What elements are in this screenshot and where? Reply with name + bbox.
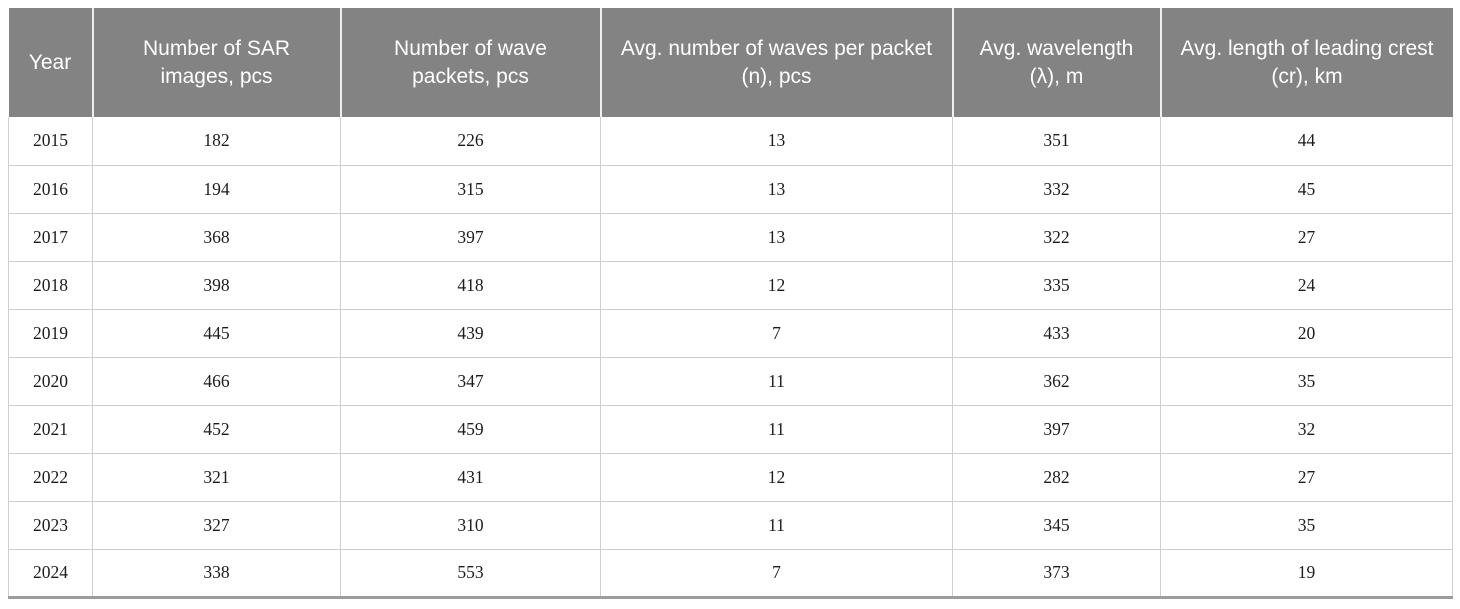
table-row: 2019 445 439 7 433 20 (8, 308, 1453, 358)
cell-wavelength: 362 (952, 356, 1161, 406)
cell-leading-crest: 24 (1160, 260, 1453, 310)
header-cell-year: Year (8, 8, 93, 117)
cell-wavelength: 373 (952, 548, 1161, 598)
cell-wave-packets: 397 (340, 212, 601, 262)
cell-year: 2021 (8, 404, 93, 454)
cell-leading-crest: 45 (1160, 164, 1453, 214)
cell-wavelength: 335 (952, 260, 1161, 310)
sar-wave-statistics-table: Year Number of SAR images, pcs Number of… (8, 8, 1453, 599)
cell-wave-packets: 315 (340, 164, 601, 214)
cell-sar-images: 321 (92, 452, 341, 502)
cell-waves-per-packet: 13 (600, 212, 953, 262)
table-row: 2024 338 553 7 373 19 (8, 548, 1453, 598)
cell-year: 2024 (8, 548, 93, 598)
cell-leading-crest: 19 (1160, 548, 1453, 598)
cell-year: 2016 (8, 164, 93, 214)
cell-wave-packets: 459 (340, 404, 601, 454)
cell-sar-images: 368 (92, 212, 341, 262)
cell-sar-images: 452 (92, 404, 341, 454)
cell-year: 2019 (8, 308, 93, 358)
cell-wavelength: 433 (952, 308, 1161, 358)
header-cell-leading-crest: Avg. length of leading crest (cr), km (1159, 8, 1453, 117)
cell-sar-images: 327 (92, 500, 341, 550)
cell-sar-images: 466 (92, 356, 341, 406)
cell-wavelength: 282 (952, 452, 1161, 502)
cell-leading-crest: 32 (1160, 404, 1453, 454)
cell-year: 2017 (8, 212, 93, 262)
cell-sar-images: 338 (92, 548, 341, 598)
cell-wavelength: 397 (952, 404, 1161, 454)
cell-wave-packets: 310 (340, 500, 601, 550)
cell-wavelength: 332 (952, 164, 1161, 214)
table-row: 2021 452 459 11 397 32 (8, 404, 1453, 454)
header-cell-wave-packets: Number of wave packets, pcs (339, 8, 601, 117)
cell-year: 2022 (8, 452, 93, 502)
cell-sar-images: 194 (92, 164, 341, 214)
cell-wavelength: 351 (952, 117, 1161, 166)
table-header: Year Number of SAR images, pcs Number of… (8, 8, 1453, 117)
table-body: 2015 182 226 13 351 44 2016 194 315 13 3… (8, 117, 1453, 598)
cell-wave-packets: 439 (340, 308, 601, 358)
cell-leading-crest: 27 (1160, 212, 1453, 262)
header-cell-sar-images: Number of SAR images, pcs (91, 8, 341, 117)
table-row: 2023 327 310 11 345 35 (8, 500, 1453, 550)
cell-leading-crest: 20 (1160, 308, 1453, 358)
table-row: 2018 398 418 12 335 24 (8, 260, 1453, 310)
table-row: 2015 182 226 13 351 44 (8, 117, 1453, 166)
cell-year: 2020 (8, 356, 93, 406)
table-row: 2022 321 431 12 282 27 (8, 452, 1453, 502)
header-cell-wavelength: Avg. wavelength (λ), m (951, 8, 1161, 117)
cell-leading-crest: 35 (1160, 356, 1453, 406)
cell-year: 2023 (8, 500, 93, 550)
cell-waves-per-packet: 12 (600, 260, 953, 310)
cell-leading-crest: 35 (1160, 500, 1453, 550)
cell-wave-packets: 553 (340, 548, 601, 598)
cell-wavelength: 322 (952, 212, 1161, 262)
table-row: 2020 466 347 11 362 35 (8, 356, 1453, 406)
cell-waves-per-packet: 13 (600, 117, 953, 166)
cell-waves-per-packet: 7 (600, 308, 953, 358)
cell-sar-images: 445 (92, 308, 341, 358)
cell-waves-per-packet: 11 (600, 500, 953, 550)
table-row: 2017 368 397 13 322 27 (8, 212, 1453, 262)
cell-waves-per-packet: 12 (600, 452, 953, 502)
cell-waves-per-packet: 11 (600, 404, 953, 454)
cell-wave-packets: 347 (340, 356, 601, 406)
cell-leading-crest: 44 (1160, 117, 1453, 166)
cell-waves-per-packet: 13 (600, 164, 953, 214)
cell-year: 2018 (8, 260, 93, 310)
cell-leading-crest: 27 (1160, 452, 1453, 502)
cell-sar-images: 398 (92, 260, 341, 310)
cell-sar-images: 182 (92, 117, 341, 166)
cell-year: 2015 (8, 117, 93, 166)
cell-waves-per-packet: 11 (600, 356, 953, 406)
table-row: 2016 194 315 13 332 45 (8, 164, 1453, 214)
cell-wave-packets: 431 (340, 452, 601, 502)
cell-wave-packets: 226 (340, 117, 601, 166)
cell-waves-per-packet: 7 (600, 548, 953, 598)
header-cell-waves-per-packet: Avg. number of waves per packet (n), pcs (599, 8, 953, 117)
cell-wave-packets: 418 (340, 260, 601, 310)
cell-wavelength: 345 (952, 500, 1161, 550)
header-row: Year Number of SAR images, pcs Number of… (8, 8, 1453, 117)
